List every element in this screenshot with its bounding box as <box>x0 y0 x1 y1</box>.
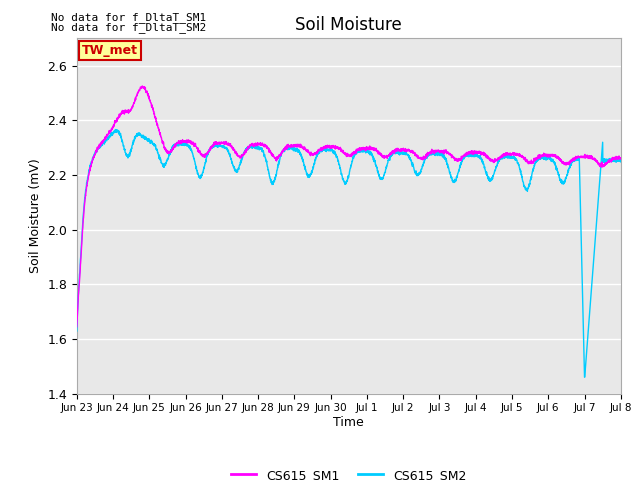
Text: TW_met: TW_met <box>82 44 138 57</box>
CS615_SM1 <box>138 83 146 89</box>
Y-axis label: Soil Moisture (mV): Soil Moisture (mV) <box>29 158 42 274</box>
Line: CS615_SM2: CS615_SM2 <box>77 130 621 377</box>
CS615_SM1 <box>135 87 143 93</box>
CS615_SM1 <box>73 324 81 330</box>
CS615_SM1 <box>168 147 175 153</box>
Line: CS615_SM1: CS615_SM1 <box>77 86 621 327</box>
CS615_SM2 <box>112 127 120 132</box>
Legend: CS615_SM1, CS615_SM2: CS615_SM1, CS615_SM2 <box>226 464 472 480</box>
CS615_SM1 <box>282 147 289 153</box>
CS615_SM2 <box>135 131 143 136</box>
CS615_SM1 <box>617 155 625 161</box>
CS615_SM2 <box>617 159 625 165</box>
CS615_SM2 <box>548 156 556 162</box>
CS615_SM2 <box>607 157 614 163</box>
CS615_SM2 <box>580 374 588 380</box>
X-axis label: Time: Time <box>333 416 364 429</box>
CS615_SM2 <box>305 175 313 180</box>
CS615_SM2 <box>73 328 81 334</box>
Text: No data for f_DltaT_SM2: No data for f_DltaT_SM2 <box>51 22 207 33</box>
CS615_SM1 <box>548 152 556 158</box>
CS615_SM2 <box>168 149 175 155</box>
CS615_SM1 <box>305 150 313 156</box>
CS615_SM1 <box>607 158 614 164</box>
Title: Soil Moisture: Soil Moisture <box>296 16 402 34</box>
Text: No data for f_DltaT_SM1: No data for f_DltaT_SM1 <box>51 12 207 23</box>
CS615_SM2 <box>282 145 289 151</box>
